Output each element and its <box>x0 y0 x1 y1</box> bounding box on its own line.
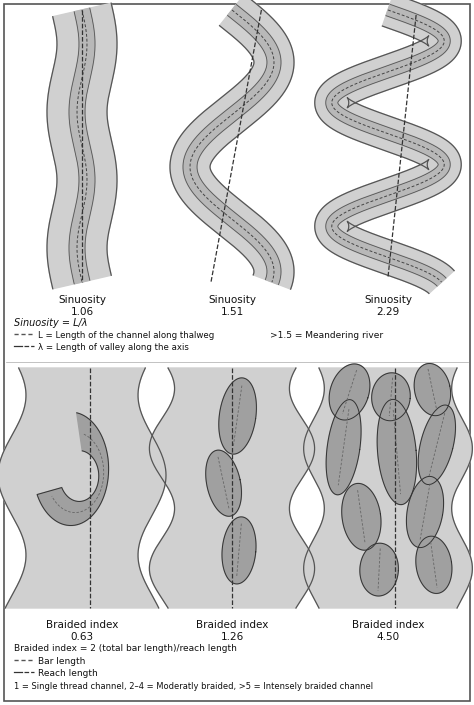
Polygon shape <box>360 544 398 596</box>
Text: Sinuosity
1.06: Sinuosity 1.06 <box>58 295 106 317</box>
Polygon shape <box>149 368 315 608</box>
Text: Bar length: Bar length <box>38 657 85 666</box>
Polygon shape <box>183 4 281 285</box>
Text: Reach length: Reach length <box>38 669 98 678</box>
Polygon shape <box>342 484 381 550</box>
Polygon shape <box>69 8 95 284</box>
Text: Braided index
0.63: Braided index 0.63 <box>46 620 118 642</box>
Polygon shape <box>315 0 461 293</box>
Polygon shape <box>326 400 361 495</box>
Text: Braided index
1.26: Braided index 1.26 <box>196 620 268 642</box>
Polygon shape <box>170 0 294 289</box>
Polygon shape <box>416 537 452 594</box>
Polygon shape <box>377 399 417 505</box>
Text: L = Length of the channel along thalweg: L = Length of the channel along thalweg <box>38 331 214 340</box>
Text: >1.5 = Meandering river: >1.5 = Meandering river <box>270 331 383 340</box>
Polygon shape <box>222 517 256 584</box>
Text: Sinuosity
1.51: Sinuosity 1.51 <box>208 295 256 317</box>
Polygon shape <box>206 450 241 516</box>
Text: 1 = Single thread channel, 2–4 = Moderatly braided, >5 = Intensely braided chann: 1 = Single thread channel, 2–4 = Moderat… <box>14 682 373 691</box>
Text: λ = Length of valley along the axis: λ = Length of valley along the axis <box>38 343 189 352</box>
Polygon shape <box>326 4 450 286</box>
Polygon shape <box>372 373 410 421</box>
Text: Sinuosity
2.29: Sinuosity 2.29 <box>364 295 412 317</box>
Polygon shape <box>304 368 473 608</box>
Polygon shape <box>414 364 451 416</box>
Text: Sinuosity = L/λ: Sinuosity = L/λ <box>14 318 88 328</box>
Polygon shape <box>219 378 256 454</box>
Polygon shape <box>418 405 456 484</box>
Polygon shape <box>47 4 117 289</box>
Polygon shape <box>37 413 109 525</box>
Text: Braided index = 2 (total bar length)/reach length: Braided index = 2 (total bar length)/rea… <box>14 644 237 653</box>
Polygon shape <box>406 477 444 548</box>
Text: Braided index
4.50: Braided index 4.50 <box>352 620 424 642</box>
Polygon shape <box>329 364 370 420</box>
Polygon shape <box>0 368 166 608</box>
